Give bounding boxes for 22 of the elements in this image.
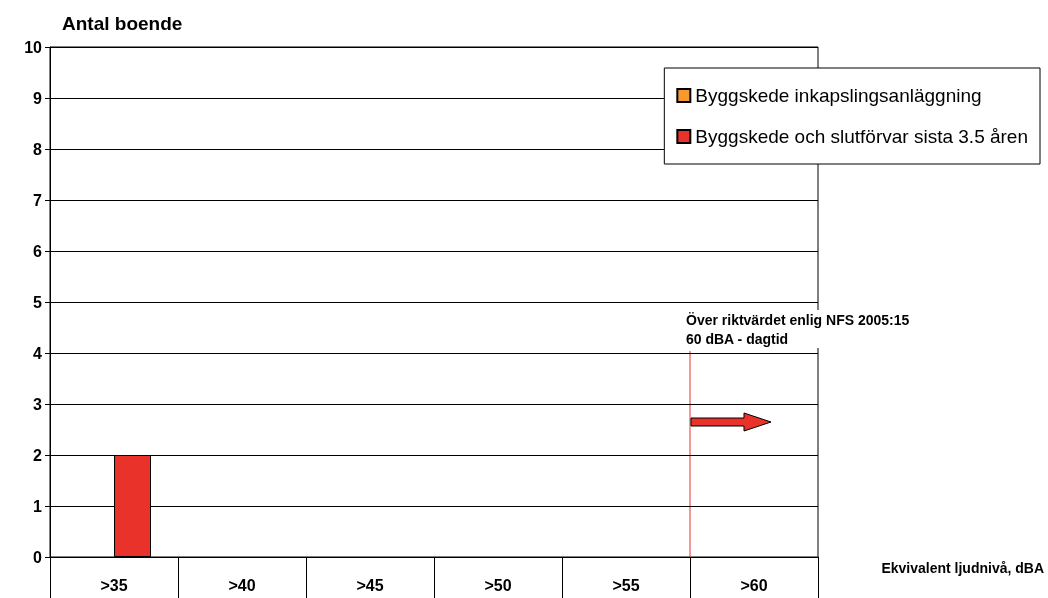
y-tick-label: 8 (33, 140, 43, 158)
y-tick-label: 4 (33, 344, 43, 362)
y-tick-label: 3 (33, 395, 43, 413)
x-tick-label: >55 (612, 576, 640, 594)
x-tick-label: >35 (100, 576, 128, 594)
legend-label: Byggskede inkapslingsanläggning (695, 85, 982, 106)
y-tick-label: 10 (24, 38, 43, 56)
y-tick-label: 0 (33, 548, 43, 566)
y-tick-label: 9 (33, 89, 43, 107)
legend-label: Byggskede och slutförvar sista 3.5 åren (695, 126, 1029, 147)
y-tick-label: 7 (33, 191, 43, 209)
x-tick-label: >45 (356, 576, 384, 594)
y-tick-label: 2 (33, 446, 43, 464)
y-tick-label: 5 (33, 293, 43, 311)
x-axis-title: Ekvivalent ljudnivå, dBA (881, 560, 1045, 576)
y-tick-label: 1 (33, 497, 43, 515)
ref-line-label: Över riktvärdet enlig NFS 2005:15 60 dBA - dagtid (686, 311, 910, 347)
y-tick-label: 6 (33, 242, 43, 260)
y-axis-title: Antal boende (62, 13, 183, 34)
x-tick-label: >60 (740, 576, 768, 594)
x-tick-label: >50 (484, 576, 512, 594)
x-tick-label: >40 (228, 576, 256, 594)
